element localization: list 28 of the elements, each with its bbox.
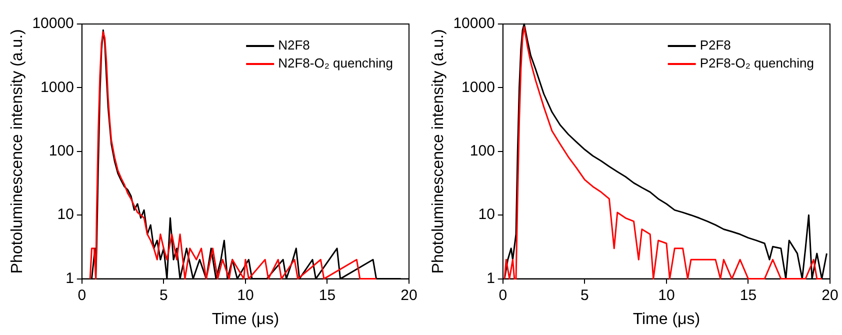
x-tick-label: 5	[580, 286, 589, 304]
legend-label: N2F8	[278, 38, 310, 53]
y-tick-label: 1	[486, 270, 495, 287]
x-tick-label: 15	[740, 286, 757, 304]
y-tick-label: 10000	[453, 15, 495, 32]
y-tick-label: 10	[57, 206, 74, 224]
y-tick-label: 10000	[32, 15, 74, 32]
y-tick-label: 1	[66, 270, 74, 287]
x-tick-label: 0	[78, 286, 86, 304]
legend-label: P2F8	[700, 38, 731, 53]
x-tick-label: 20	[822, 286, 838, 304]
y-axis-title: Photoluminescence intensity (a.u.)	[430, 29, 448, 274]
x-tick-label: 5	[160, 286, 168, 304]
y-tick-label: 10	[478, 206, 495, 224]
x-tick-label: 15	[318, 286, 336, 304]
legend-label: N2F8-O₂ quenching	[278, 56, 394, 71]
y-axis-title: Photoluminescence intensity (a.u.)	[9, 29, 26, 274]
y-tick-label: 100	[470, 142, 495, 160]
x-tick-label: 20	[400, 286, 418, 304]
x-tick-label: 0	[498, 286, 508, 304]
y-tick-label: 1000	[462, 78, 495, 96]
y-tick-label: 1000	[40, 78, 74, 96]
x-axis-title: Time (μs)	[212, 310, 280, 328]
x-tick-label: 10	[237, 286, 254, 304]
legend-label: P2F8-O₂ quenching	[700, 56, 814, 71]
y-tick-label: 100	[48, 142, 74, 160]
x-tick-label: 10	[658, 286, 675, 304]
x-axis-title: Time (μs)	[632, 310, 700, 328]
